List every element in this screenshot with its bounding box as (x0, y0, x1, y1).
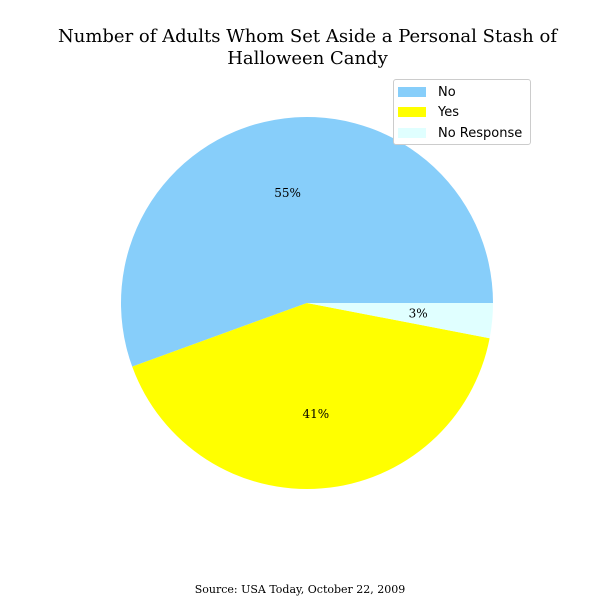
chart-title: Number of Adults Whom Set Aside a Person… (58, 26, 557, 69)
pie-slice-no-response (307, 303, 493, 339)
legend-label-no-response: No Response (438, 125, 523, 141)
legend-label-no: No (438, 84, 456, 100)
pie-label-no: 55% (274, 186, 301, 200)
legend-label-yes: Yes (438, 104, 459, 120)
legend-item-yes: Yes (398, 104, 459, 120)
pie-slice-no (121, 117, 494, 367)
pie-slice-yes (132, 303, 490, 490)
legend-swatch-no-response (398, 128, 426, 138)
source-note: Source: USA Today, October 22, 2009 (194, 583, 406, 596)
pie-label-no-response: 3% (409, 307, 428, 321)
legend-swatch-no (398, 87, 426, 97)
legend-item-no: No (398, 84, 456, 100)
legend: No Yes No Response (393, 79, 531, 145)
legend-item-no-response: No Response (398, 125, 522, 141)
legend-swatch-yes (398, 107, 426, 117)
pie-label-yes: 41% (303, 407, 330, 421)
